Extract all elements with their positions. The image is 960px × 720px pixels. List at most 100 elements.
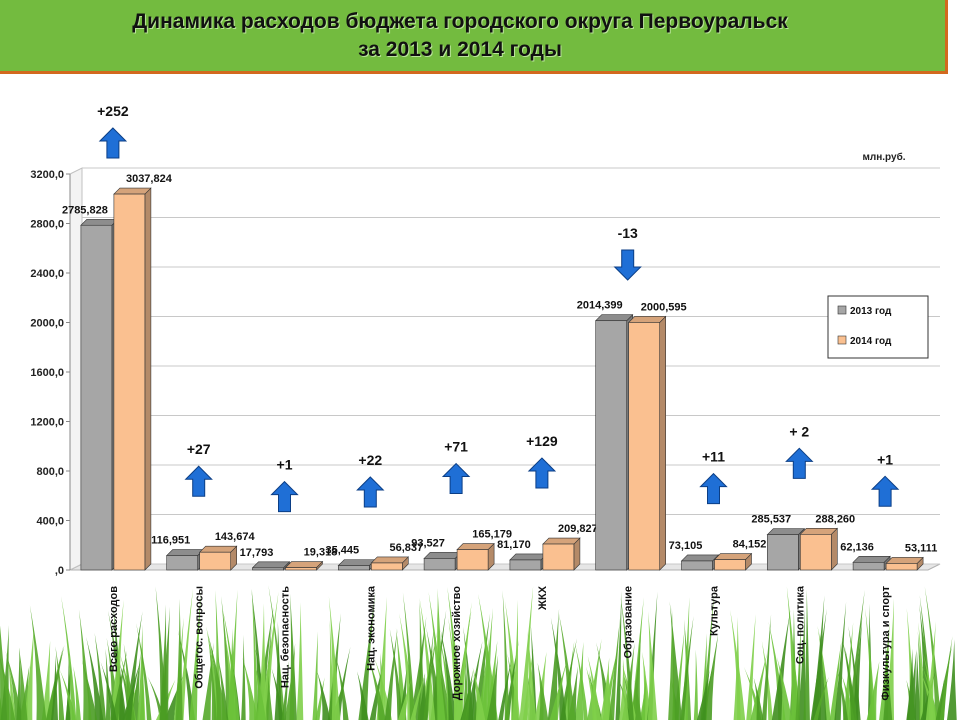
bar-top: [594, 314, 634, 322]
grass-blade: [147, 676, 165, 720]
legend: 2013 год 2014 год: [827, 295, 929, 359]
bar-front: [509, 559, 542, 571]
grass-blade: [669, 601, 683, 720]
bar-top: [284, 561, 324, 568]
grass-blade: [448, 617, 462, 720]
grass-blade: [389, 628, 403, 720]
grass-blade: [786, 586, 800, 720]
grass-blade: [423, 627, 434, 720]
change-label: +11: [702, 449, 725, 465]
change-label: -13: [618, 225, 638, 241]
change-label: +22: [358, 452, 382, 468]
change-arrow: [98, 127, 128, 159]
legend-swatch: [837, 335, 847, 345]
grass-blade: [51, 655, 58, 720]
bar-front: [199, 551, 231, 571]
bar-front: [885, 563, 918, 571]
grass-blade: [274, 621, 282, 720]
grass-blade: [883, 641, 893, 720]
grass-blade: [94, 632, 107, 720]
y-tick-label: 2800,0: [30, 219, 64, 231]
bar: [456, 542, 495, 571]
grass-blade: [600, 657, 610, 720]
grass-blade: [455, 602, 472, 720]
grass-blade: [29, 605, 47, 720]
grass-blade: [316, 670, 331, 720]
bar-front: [681, 560, 713, 571]
grass-blade: [100, 661, 117, 720]
grass-blade: [189, 590, 202, 720]
grass-blade: [257, 603, 267, 720]
change-label: + 2: [789, 423, 809, 439]
bar-top: [885, 557, 924, 564]
category-label: Соц. политика: [794, 585, 806, 664]
bar-top: [251, 561, 291, 569]
data-label: 56,837: [389, 542, 423, 554]
grass-blade: [296, 602, 304, 720]
grass-blade: [122, 662, 140, 720]
grass-blade: [834, 601, 847, 720]
y-tick-label: 800,0: [36, 466, 64, 478]
y-tick-label: 1600,0: [30, 367, 64, 379]
bar-front: [252, 567, 284, 571]
grass-blade: [502, 590, 510, 720]
bar-front: [714, 559, 746, 571]
grass-blade: [242, 657, 258, 720]
grass-blade: [702, 633, 719, 720]
grass-blade: [586, 666, 597, 720]
grass-blade: [519, 585, 534, 720]
bar: [337, 558, 377, 571]
legend-swatch: [837, 305, 847, 315]
bar-top: [627, 316, 667, 323]
grass-blade: [357, 671, 369, 720]
category-label: Образование: [623, 586, 635, 659]
grass-blade: [866, 661, 880, 720]
grass-blade: [217, 656, 229, 720]
bar-top: [799, 528, 839, 535]
bar-front: [337, 565, 370, 571]
change-arrow: [184, 465, 213, 497]
grass-blade: [631, 597, 644, 720]
bar-front: [370, 562, 403, 571]
change-arrow: [699, 472, 728, 505]
grass-blade: [634, 679, 643, 720]
unit-label: млн.руб.: [862, 151, 905, 163]
bar: [799, 527, 839, 571]
chart-title-line2: за 2013 и 2014 годы: [358, 38, 562, 61]
grass-blade: [312, 631, 318, 720]
change-label: +129: [526, 433, 558, 449]
grass-blade: [268, 585, 285, 720]
grass-blade: [86, 636, 104, 720]
title-banner: Динамика расходов бюджета городского окр…: [0, 0, 948, 74]
grass-blade: [328, 596, 341, 720]
grass-blade: [73, 666, 81, 720]
change-label: +71: [444, 439, 468, 455]
grass-blade: [41, 640, 51, 720]
grass-blade: [681, 597, 690, 720]
category-label: ЖКХ: [537, 585, 549, 611]
grass-blade: [177, 629, 196, 720]
bar: [542, 537, 581, 571]
change-arrow: [270, 480, 299, 513]
change-arrow: [441, 462, 471, 495]
grass-blade: [222, 608, 240, 720]
bar-front: [423, 558, 456, 571]
data-label: 53,111: [905, 542, 937, 554]
grass-blade: [547, 608, 560, 720]
data-label: 2014,399: [577, 300, 623, 312]
grass-blade: [733, 616, 741, 720]
grass-blade: [0, 657, 16, 720]
grass-blade: [284, 643, 296, 720]
data-label: 116,951: [151, 535, 190, 547]
bar: [852, 555, 891, 571]
change-arrow: [356, 476, 385, 508]
data-label: 165,179: [472, 529, 512, 541]
legend-label: 2013 год: [850, 306, 892, 317]
grass-blade: [587, 639, 602, 720]
data-label: 209,827: [558, 523, 598, 535]
bar-top: [423, 552, 462, 559]
grass-blade: [549, 661, 567, 720]
grass-blade: [797, 609, 806, 720]
grass-blade: [746, 614, 756, 720]
bar: [165, 548, 205, 571]
